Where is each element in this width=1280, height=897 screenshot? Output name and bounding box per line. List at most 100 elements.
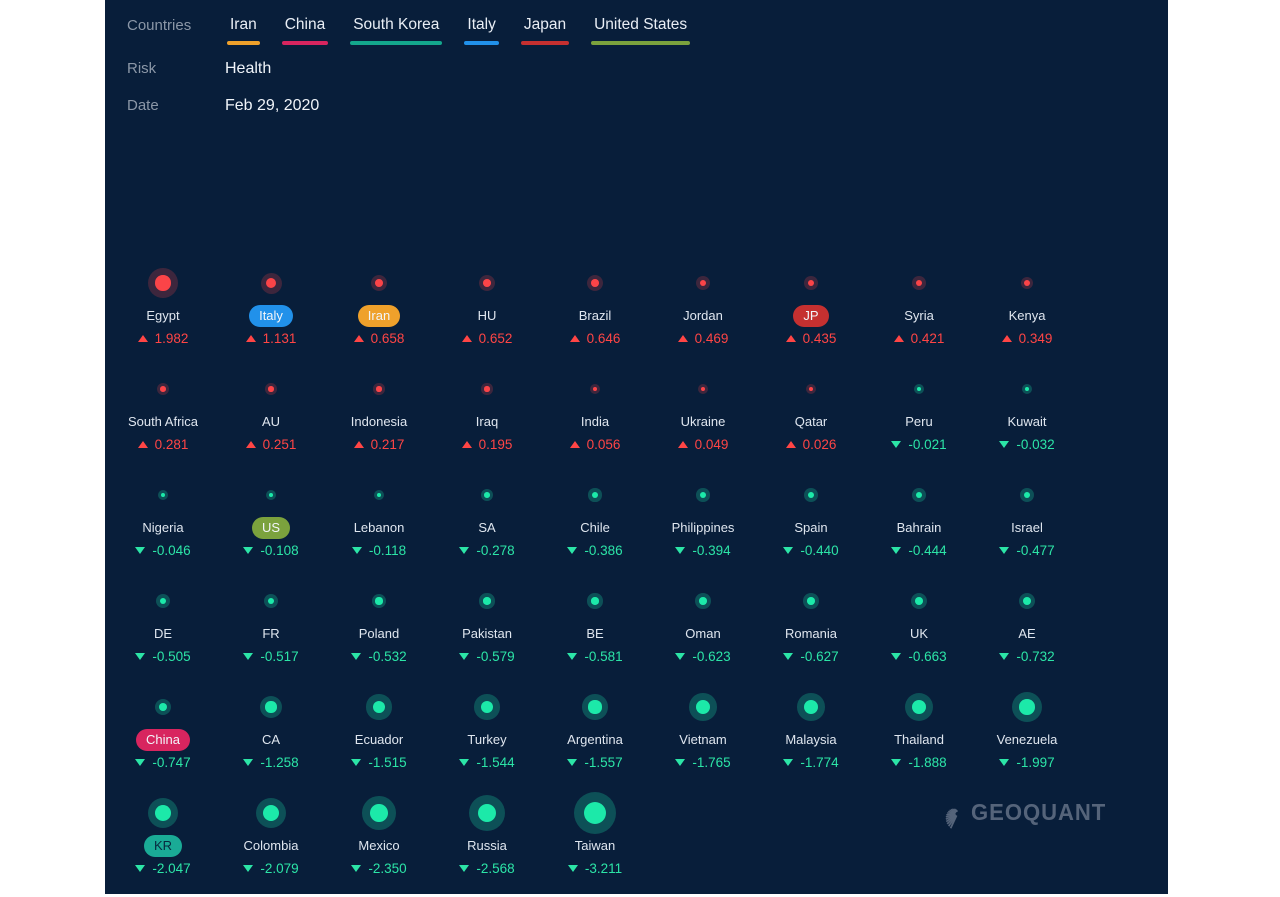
country-risk-cell[interactable]: CA -1.258: [217, 685, 325, 791]
risk-bubble: [256, 791, 287, 835]
country-filter-tab[interactable]: Japan: [519, 13, 571, 45]
country-risk-cell[interactable]: HU 0.652: [433, 261, 541, 367]
risk-score: -1.765: [692, 755, 730, 770]
risk-score: -0.278: [476, 543, 514, 558]
risk-value-row: -0.623: [675, 649, 730, 664]
risk-bubble: [1019, 579, 1036, 623]
country-risk-cell[interactable]: US -0.108: [217, 473, 325, 579]
country-risk-cell[interactable]: Egypt 1.982: [109, 261, 217, 367]
country-risk-cell[interactable]: SA -0.278: [433, 473, 541, 579]
country-filter-label: Iran: [227, 13, 260, 37]
country-risk-cell[interactable]: Malaysia -1.774: [757, 685, 865, 791]
country-risk-cell[interactable]: Kenya 0.349: [973, 261, 1081, 367]
country-risk-cell[interactable]: Argentina -1.557: [541, 685, 649, 791]
country-risk-cell[interactable]: South Africa 0.281: [109, 367, 217, 473]
country-risk-cell[interactable]: Colombia -2.079: [217, 791, 325, 897]
country-risk-cell[interactable]: BE -0.581: [541, 579, 649, 685]
country-risk-cell[interactable]: Spain -0.440: [757, 473, 865, 579]
risk-value-row: 0.652: [462, 331, 513, 346]
risk-bubble: [158, 473, 168, 517]
country-risk-cell[interactable]: Nigeria -0.046: [109, 473, 217, 579]
country-risk-cell[interactable]: Bahrain -0.444: [865, 473, 973, 579]
country-risk-cell[interactable]: Mexico -2.350: [325, 791, 433, 897]
risk-value[interactable]: Health: [225, 56, 271, 82]
country-filter-tab[interactable]: United States: [589, 13, 692, 45]
trend-arrow-icon: [567, 759, 577, 766]
risk-value-row: -0.732: [999, 649, 1054, 664]
trend-arrow-icon: [786, 441, 796, 448]
country-risk-cell[interactable]: Russia -2.568: [433, 791, 541, 897]
risk-bubble: [806, 367, 816, 411]
country-filter-tab[interactable]: China: [280, 13, 331, 45]
risk-bubble-halo: [587, 593, 602, 608]
trend-arrow-icon: [352, 547, 362, 554]
country-risk-cell[interactable]: Syria 0.421: [865, 261, 973, 367]
country-name: Argentina: [567, 729, 623, 751]
country-name: Iraq: [476, 411, 498, 433]
risk-bubble: [696, 261, 710, 305]
country-risk-cell[interactable]: AU 0.251: [217, 367, 325, 473]
country-risk-cell[interactable]: DE -0.505: [109, 579, 217, 685]
risk-score: 0.056: [587, 437, 621, 452]
risk-bubble-halo: [372, 594, 387, 609]
risk-score: -2.079: [260, 861, 298, 876]
country-name: AE: [1018, 623, 1035, 645]
country-name: Turkey: [467, 729, 506, 751]
country-risk-cell[interactable]: Ukraine 0.049: [649, 367, 757, 473]
country-risk-cell[interactable]: Qatar 0.026: [757, 367, 865, 473]
country-risk-cell[interactable]: Taiwan -3.211: [541, 791, 649, 897]
trend-arrow-icon: [675, 759, 685, 766]
country-risk-cell[interactable]: China -0.747: [109, 685, 217, 791]
country-risk-cell[interactable]: Romania -0.627: [757, 579, 865, 685]
risk-value-row: -0.440: [783, 543, 838, 558]
risk-bubble-halo: [158, 490, 168, 500]
geoquant-burst-icon: [926, 791, 964, 834]
risk-bubble: [804, 261, 818, 305]
risk-score: 1.131: [263, 331, 297, 346]
risk-bubble: [797, 685, 825, 729]
trend-arrow-icon: [678, 441, 688, 448]
country-risk-cell[interactable]: Turkey -1.544: [433, 685, 541, 791]
risk-bubble-halo: [362, 796, 396, 830]
country-risk-cell[interactable]: Ecuador -1.515: [325, 685, 433, 791]
country-risk-cell[interactable]: Iran 0.658: [325, 261, 433, 367]
country-risk-cell[interactable]: Chile -0.386: [541, 473, 649, 579]
country-risk-cell[interactable]: Poland -0.532: [325, 579, 433, 685]
country-risk-cell[interactable]: India 0.056: [541, 367, 649, 473]
country-filter-tab[interactable]: South Korea: [348, 13, 444, 45]
trend-arrow-icon: [1002, 335, 1012, 342]
country-risk-cell[interactable]: Oman -0.623: [649, 579, 757, 685]
risk-bubble: [698, 367, 708, 411]
country-risk-cell[interactable]: Vietnam -1.765: [649, 685, 757, 791]
trend-arrow-icon: [243, 547, 253, 554]
date-value[interactable]: Feb 29, 2020: [225, 93, 319, 119]
country-name: DE: [154, 623, 172, 645]
country-risk-cell[interactable]: Italy 1.131: [217, 261, 325, 367]
country-filter-tab[interactable]: Italy: [462, 13, 500, 45]
country-risk-cell[interactable]: UK -0.663: [865, 579, 973, 685]
country-risk-cell[interactable]: Thailand -1.888: [865, 685, 973, 791]
country-risk-cell[interactable]: Pakistan -0.579: [433, 579, 541, 685]
country-name: Venezuela: [997, 729, 1058, 751]
country-risk-cell[interactable]: Philippines -0.394: [649, 473, 757, 579]
country-filter-tab[interactable]: Iran: [225, 13, 262, 45]
country-risk-cell[interactable]: KR -2.047: [109, 791, 217, 897]
country-risk-cell[interactable]: FR -0.517: [217, 579, 325, 685]
country-risk-cell[interactable]: Jordan 0.469: [649, 261, 757, 367]
date-filter-row: Date Feb 29, 2020: [127, 93, 1146, 119]
risk-score: -0.505: [152, 649, 190, 664]
country-risk-cell[interactable]: Venezuela -1.997: [973, 685, 1081, 791]
risk-bubble-dot: [588, 700, 601, 713]
country-name: AU: [262, 411, 280, 433]
country-risk-cell[interactable]: Iraq 0.195: [433, 367, 541, 473]
country-risk-cell[interactable]: JP 0.435: [757, 261, 865, 367]
country-risk-cell[interactable]: Indonesia 0.217: [325, 367, 433, 473]
risk-score: -0.517: [260, 649, 298, 664]
country-risk-cell[interactable]: Israel -0.477: [973, 473, 1081, 579]
country-risk-cell[interactable]: Kuwait -0.032: [973, 367, 1081, 473]
country-risk-cell[interactable]: AE -0.732: [973, 579, 1081, 685]
country-risk-cell[interactable]: Brazil 0.646: [541, 261, 649, 367]
country-risk-cell[interactable]: Peru -0.021: [865, 367, 973, 473]
country-risk-cell[interactable]: Lebanon -0.118: [325, 473, 433, 579]
trend-arrow-icon: [351, 865, 361, 872]
